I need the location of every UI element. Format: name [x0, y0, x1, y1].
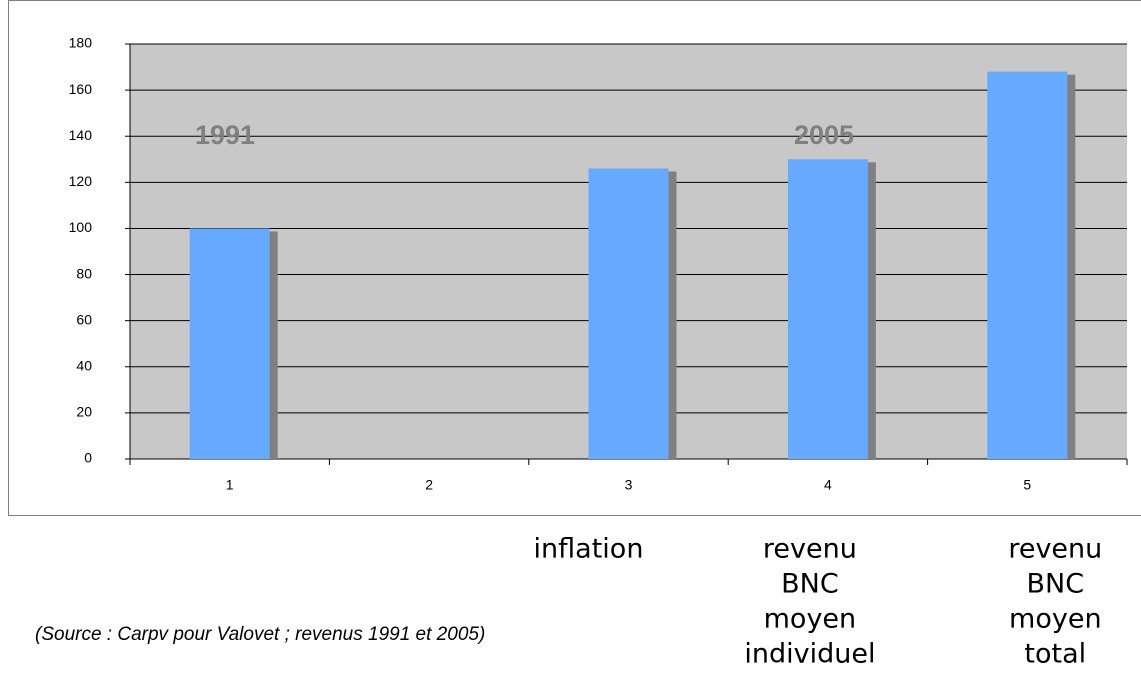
- annotation: 1991: [195, 120, 255, 150]
- category-description: total: [1024, 639, 1086, 670]
- y-tick-label: 60: [76, 311, 92, 327]
- category-description: moyen: [1009, 604, 1102, 635]
- bar: [787, 159, 868, 459]
- y-tick-label: 100: [69, 219, 93, 235]
- x-tick-label: 3: [625, 477, 633, 493]
- x-tick-label: 2: [425, 477, 433, 493]
- source-note: (Source : Carpv pour Valovet ; revenus 1…: [35, 624, 485, 645]
- x-tick-label: 4: [824, 477, 832, 493]
- category-description: inflation: [534, 534, 644, 565]
- y-tick-label: 40: [76, 357, 92, 373]
- y-tick-label: 160: [69, 81, 93, 97]
- y-tick-label: 140: [69, 127, 93, 143]
- y-tick-label: 80: [76, 265, 92, 281]
- y-tick-label: 0: [84, 450, 92, 466]
- bar: [987, 71, 1068, 460]
- category-description: revenu: [1008, 534, 1102, 565]
- category-description: revenu: [763, 534, 857, 565]
- bar: [588, 168, 669, 459]
- category-description: moyen: [764, 604, 857, 635]
- y-tick-label: 180: [69, 35, 93, 51]
- y-tick-label: 20: [76, 404, 92, 420]
- category-description: individuel: [744, 639, 875, 670]
- annotation: 2005: [794, 120, 854, 150]
- category-description: BNC: [1027, 569, 1085, 600]
- x-tick-label: 1: [226, 477, 234, 493]
- y-tick-label: 120: [69, 173, 93, 189]
- x-tick-label: 5: [1023, 477, 1031, 493]
- category-description: BNC: [781, 569, 839, 600]
- bar: [189, 228, 270, 459]
